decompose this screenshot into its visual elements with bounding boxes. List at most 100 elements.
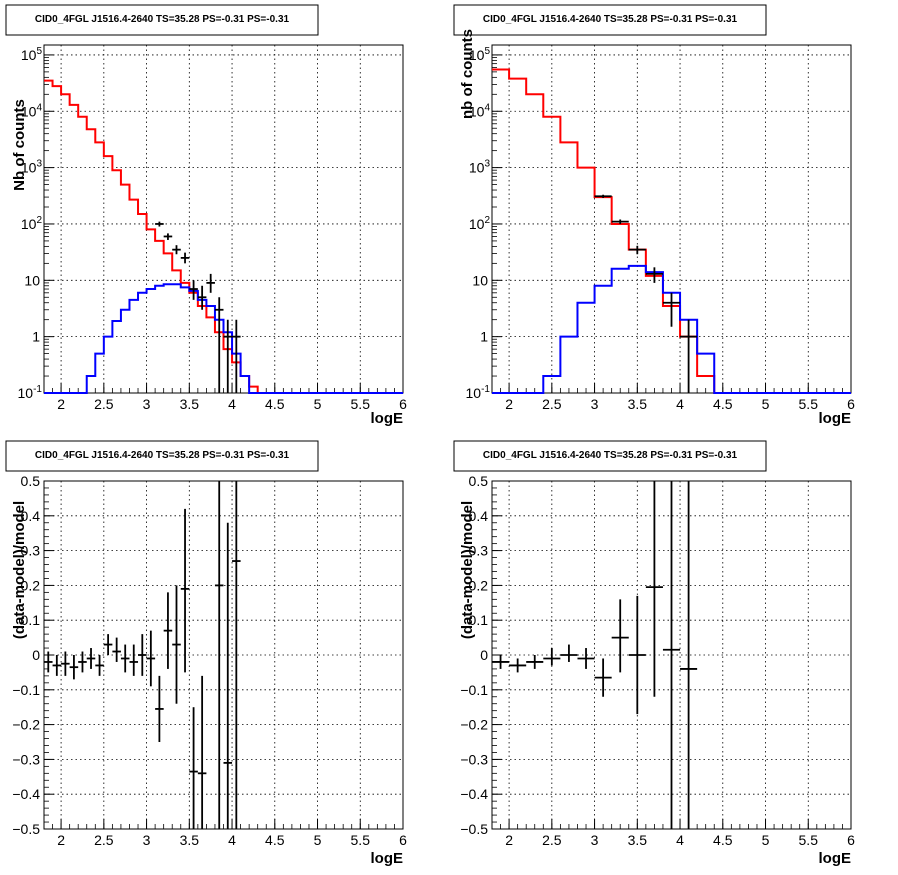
data-point	[146, 630, 156, 687]
x-tick-label: 2	[57, 396, 65, 412]
data-point	[680, 481, 698, 829]
data-point	[577, 648, 595, 669]
plot-frame	[491, 44, 852, 394]
data-point	[662, 292, 681, 327]
y-tick-label: 104	[21, 102, 43, 119]
y-tick-label: −0.4	[460, 786, 488, 802]
y-axis-label: (data-model)/model	[459, 501, 476, 639]
x-tick-label: 5.5	[799, 832, 819, 848]
data-point	[112, 637, 121, 662]
data-point	[103, 634, 113, 655]
panel-title-box	[453, 440, 767, 472]
y-tick-label: 0	[480, 647, 488, 663]
x-tick-label: 5	[314, 832, 322, 848]
data-point	[163, 233, 173, 240]
panel-bottom-right: CID0_4FGL J1516.4-2640 TS=35.28 PS=-0.31…	[453, 440, 855, 867]
data-point	[155, 675, 164, 742]
y-tick-label: 0.3	[469, 543, 489, 559]
y-tick-label: 0	[32, 647, 40, 663]
x-tick-label: 4	[676, 396, 684, 412]
data-point	[95, 655, 104, 676]
panel-title-box	[5, 440, 319, 472]
y-tick-label: 105	[21, 46, 43, 63]
y-tick-label: −0.1	[12, 682, 40, 698]
panel-top-left: CID0_4FGL J1516.4-2640 TS=35.28 PS=-0.31…	[5, 4, 407, 427]
y-tick-label: 0.1	[21, 612, 41, 628]
series-step-line	[44, 283, 403, 394]
y-tick-label: −0.5	[12, 821, 40, 837]
data-point	[594, 194, 612, 198]
y-tick-label: 1	[480, 329, 488, 345]
series-step-line	[492, 68, 851, 394]
data-point	[197, 285, 207, 310]
data-point	[155, 221, 164, 227]
x-tick-label: 3.5	[180, 396, 200, 412]
x-tick-label: 4.5	[265, 396, 285, 412]
panel-top-right: CID0_4FGL J1516.4-2640 TS=35.28 PS=-0.31…	[453, 4, 855, 427]
data-point	[44, 651, 53, 673]
y-tick-label: 0.2	[21, 577, 41, 593]
y-tick-label: 0.2	[469, 577, 489, 593]
y-tick-label: −0.3	[12, 751, 40, 767]
x-axis: 2 2.5 3 3.5 4 4.5 5 5.5 6	[491, 819, 855, 848]
x-axis-label: logE	[371, 850, 404, 867]
data-point	[645, 481, 663, 697]
data-point	[120, 644, 130, 673]
x-axis: 2 2.5 3 3.5 4 4.5 5 5.5 6	[491, 383, 855, 412]
data-point	[163, 592, 173, 669]
series-marks	[44, 481, 241, 829]
y-axis-label: Nb of counts	[11, 99, 28, 191]
data-point	[52, 655, 62, 676]
panel-title: CID0_4FGL J1516.4-2640 TS=35.28 PS=-0.31…	[483, 450, 738, 461]
y-axis-label: (data-model)/model	[11, 501, 28, 639]
data-point	[78, 651, 87, 673]
x-tick-label: 2.5	[94, 832, 114, 848]
x-tick-label: 3	[143, 396, 151, 412]
x-tick-label: 2.5	[542, 832, 562, 848]
data-point	[645, 267, 663, 283]
y-axis-label: nb of counts	[459, 29, 476, 119]
x-tick-label: 3	[591, 396, 599, 412]
data-point	[232, 481, 241, 829]
data-point	[232, 319, 241, 393]
data-point	[628, 245, 646, 255]
x-tick-label: 5	[762, 396, 770, 412]
y-tick-label: 0.1	[469, 612, 489, 628]
data-point	[197, 675, 207, 829]
y-tick-label: 10	[472, 272, 488, 288]
x-tick-label: 5	[762, 832, 770, 848]
x-axis-label: logE	[371, 410, 404, 427]
x-tick-label: 4.5	[713, 832, 733, 848]
grid	[492, 45, 852, 394]
y-tick-label: −0.5	[460, 821, 488, 837]
y-axis: 10-1 1 10 102 103 104 105	[18, 46, 54, 401]
y-tick-label: −0.3	[460, 751, 488, 767]
x-tick-label: 5	[314, 396, 322, 412]
y-axis: −0.5 −0.4 −0.3 −0.2 −0.1 0 0.1 0.2 0.3 0.4 0.5	[460, 473, 502, 837]
x-tick-label: 3	[591, 832, 599, 848]
data-point	[628, 595, 646, 715]
x-tick-label: 4.5	[265, 832, 285, 848]
y-tick-label: 10-1	[466, 384, 491, 401]
x-tick-label: 2	[57, 832, 65, 848]
x-axis-label: logE	[819, 410, 852, 427]
x-tick-label: 3.5	[180, 832, 200, 848]
y-tick-label: 10-1	[18, 384, 43, 401]
data-point	[223, 522, 233, 829]
panel-title: CID0_4FGL J1516.4-2640 TS=35.28 PS=-0.31…	[483, 14, 738, 25]
data-point	[594, 658, 612, 697]
data-point	[180, 252, 190, 264]
series-step-line	[44, 79, 403, 394]
x-tick-label: 3.5	[628, 832, 648, 848]
panel-bottom-left: CID0_4FGL J1516.4-2640 TS=35.28 PS=-0.31…	[5, 440, 407, 867]
data-point	[611, 599, 629, 673]
x-axis: 2 2.5 3 3.5 4 4.5 5 5.5 6	[43, 819, 407, 848]
x-tick-label: 2	[505, 832, 513, 848]
x-tick-label: 6	[847, 832, 855, 848]
x-tick-label: 6	[399, 396, 407, 412]
y-tick-label: 0.3	[21, 543, 41, 559]
y-tick-label: 104	[469, 102, 491, 119]
data-point	[560, 644, 578, 662]
y-tick-label: −0.4	[12, 786, 40, 802]
y-axis: 10-1 1 10 102 103 104 105	[466, 46, 502, 401]
